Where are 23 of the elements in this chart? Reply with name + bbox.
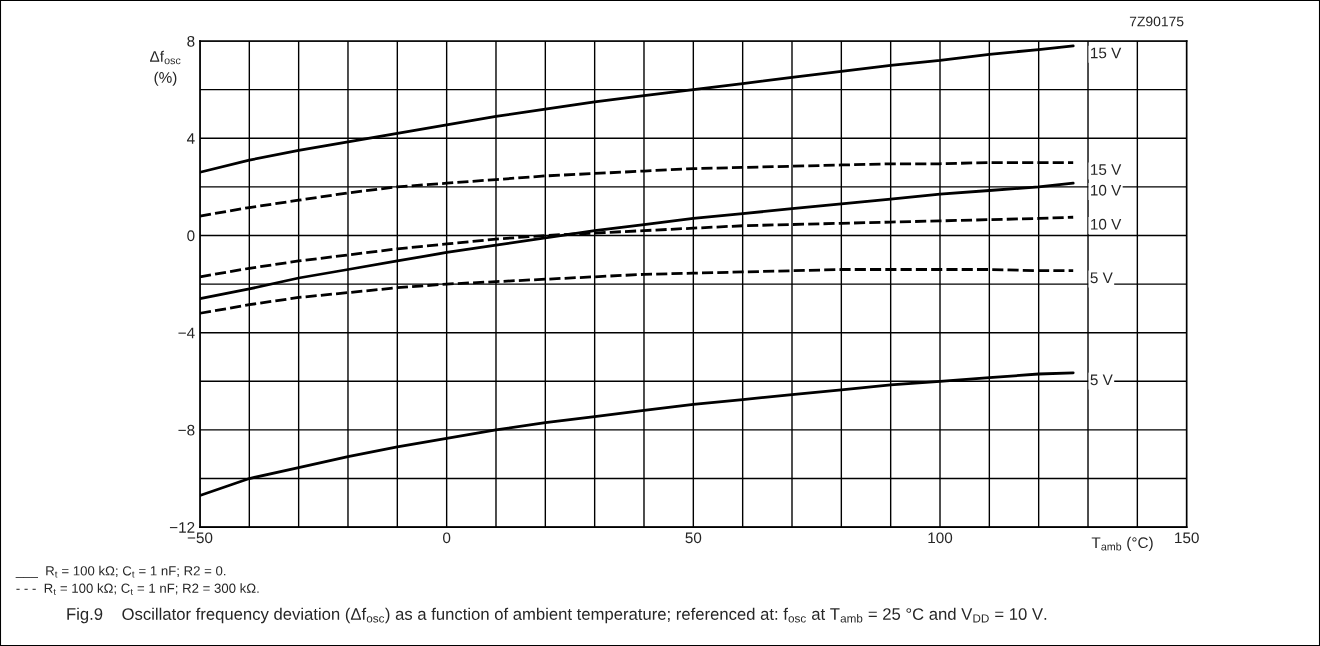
text: Fig.9 Oscillator frequency deviation (Δf$_{osc}$) as a function of ambient temperature; referenced at: f$_{osc}$ at T$_{amb}$ = 25 °C and V$_{DD}$ = 10 V. <box>67 607 1047 624</box>
x-tick-label: 100 <box>928 532 953 544</box>
x-tick-label: 150 <box>1175 532 1199 544</box>
y-tick-label: −4 <box>178 327 195 339</box>
x-axis-title: T$_{amb}$ (°C) <box>1091 536 1153 552</box>
y-tick-label: 8 <box>187 35 195 47</box>
y-tick-label: 4 <box>186 133 195 144</box>
series-label: 5 V <box>1090 272 1113 284</box>
y-tick-label: −12 <box>169 522 195 533</box>
x-tick-label: 0 <box>443 532 451 544</box>
y-axis-title: Δf$_{osc}$ (%) <box>150 50 181 86</box>
series-label: 15 V <box>1091 47 1122 59</box>
text: 7Z90175 <box>1129 16 1184 27</box>
y-tick-label: 0 <box>187 230 195 242</box>
x-tick-label: −50 <box>187 532 213 544</box>
series-label: 10 V <box>1091 218 1122 230</box>
x-tick-label: 50 <box>685 532 702 544</box>
series-label: 15 V <box>1091 164 1122 175</box>
text: ___ R$_{t}$ = 100 kΩ; C$_{t}$ = 1 nF; R2 = 0. <box>15 565 226 578</box>
y-tick-label: −8 <box>178 424 195 436</box>
text: - - - R$_{t}$ = 100 kΩ; C$_{t}$ = 1 nF; R2 = 300 kΩ. <box>16 583 259 595</box>
series-label: 5 V <box>1090 374 1113 386</box>
series-label: 10 V <box>1091 184 1122 196</box>
